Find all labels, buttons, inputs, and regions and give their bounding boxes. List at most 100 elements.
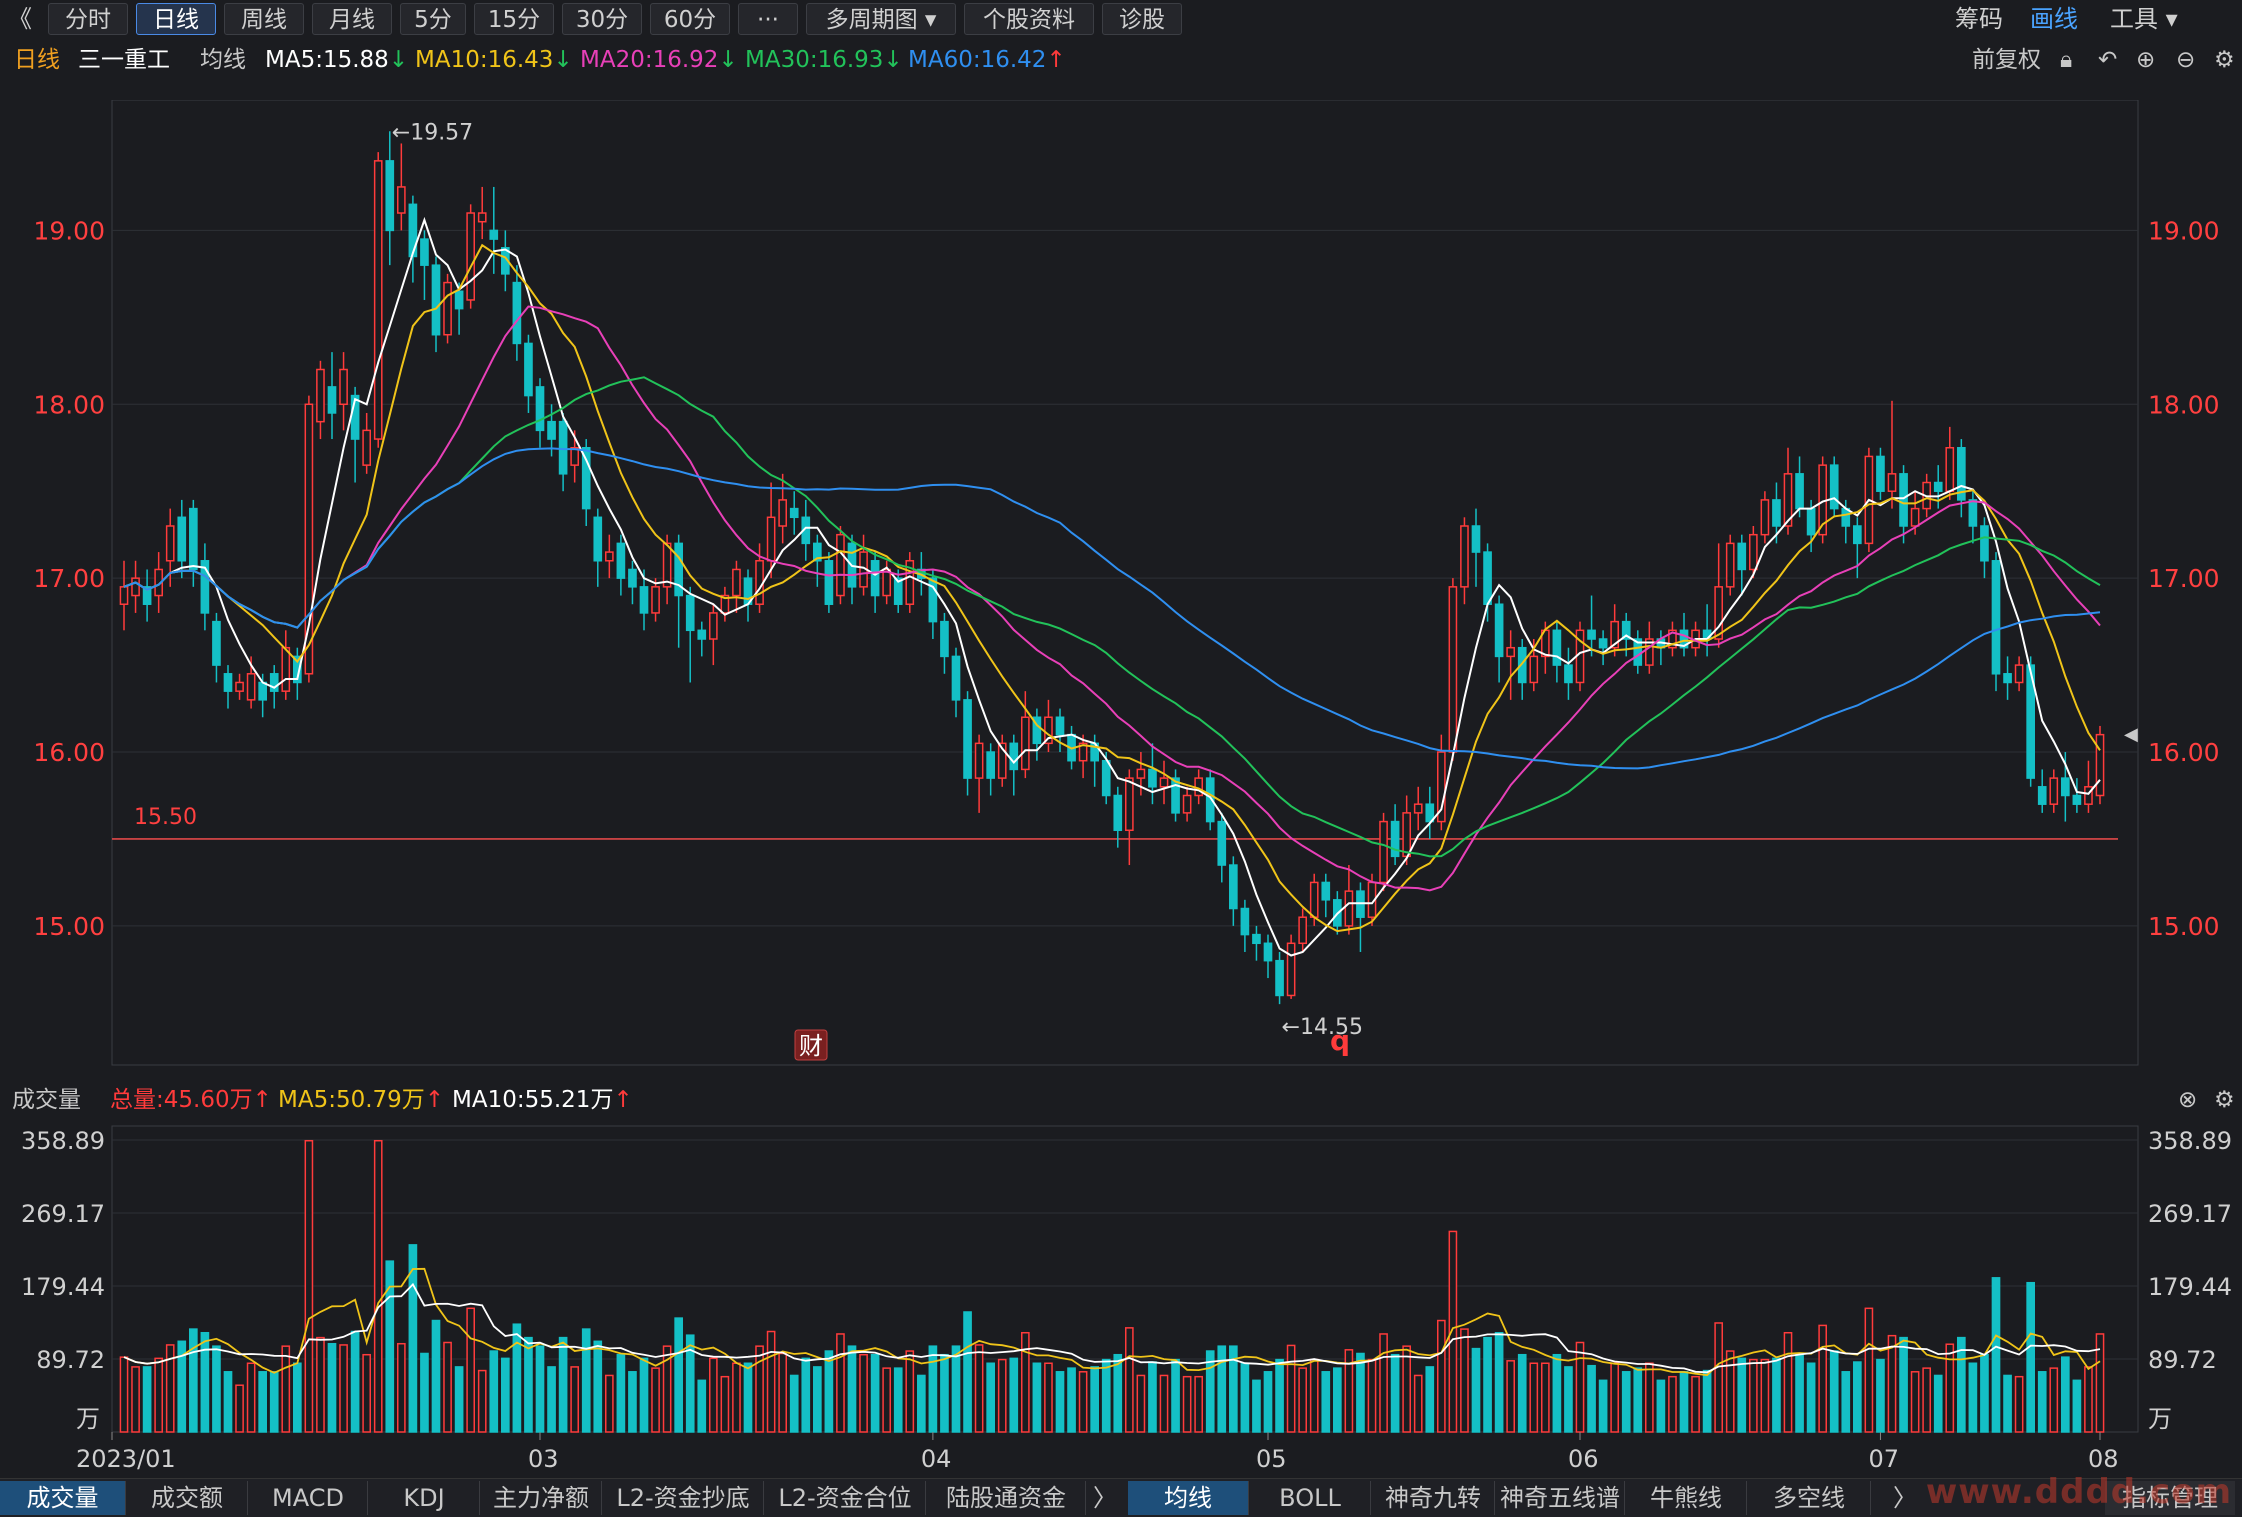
- candle-body: [1148, 768, 1157, 788]
- chip-button[interactable]: 筹码: [1955, 5, 2003, 33]
- lock-icon[interactable]: 🔒︎: [2060, 47, 2073, 73]
- volume-bar: [755, 1345, 764, 1433]
- candle-body: [997, 742, 1007, 779]
- volume-bar: [1610, 1362, 1619, 1433]
- candle-body: [824, 560, 834, 605]
- tab-8[interactable]: ···: [738, 3, 798, 35]
- overlay-tab-2[interactable]: 神奇九转: [1372, 1481, 1495, 1515]
- kline-chart[interactable]: 19.00 19.00 18.00 18.00 17.00 17.00 16.00 16.00…: [0, 100, 2242, 1075]
- tab-6[interactable]: 30分: [562, 3, 642, 35]
- tab-2[interactable]: 周线: [224, 3, 304, 35]
- indicator-tab-7[interactable]: 陆股通资金: [927, 1481, 1086, 1515]
- volume-bar: [200, 1331, 210, 1433]
- overlay-tab-1[interactable]: BOLL: [1250, 1481, 1371, 1515]
- close-icon[interactable]: ⊗: [2178, 1087, 2198, 1113]
- indicator-tab-6[interactable]: L2-资金合位: [765, 1481, 926, 1515]
- volume-bar: [1517, 1353, 1527, 1433]
- zoom-out-icon[interactable]: ⊖: [2176, 47, 2196, 73]
- tab-11[interactable]: 诊股: [1102, 3, 1182, 35]
- candle-body: [813, 542, 822, 562]
- volume-bar: [1240, 1362, 1250, 1433]
- settings-icon[interactable]: ⚙: [2214, 1087, 2235, 1113]
- indicator-tab-2[interactable]: MACD: [249, 1481, 368, 1515]
- candle-body: [1725, 542, 1735, 588]
- zoom-in-icon[interactable]: ⊕: [2136, 47, 2156, 73]
- volume-bar: [593, 1340, 603, 1433]
- candle-body: [1229, 864, 1238, 910]
- volume-bar: [165, 1344, 175, 1433]
- draw-line-button[interactable]: 画线: [2030, 5, 2078, 33]
- volume-bar: [235, 1384, 244, 1433]
- undo-icon[interactable]: ↶: [2098, 47, 2118, 73]
- candle-body: [1448, 586, 1458, 753]
- volume-tick-right: 358.89: [2148, 1127, 2232, 1155]
- chevron-right-icon[interactable]: 〉: [1093, 1484, 1117, 1512]
- settings-icon[interactable]: ⚙: [2214, 47, 2235, 73]
- candle-body: [235, 681, 244, 692]
- adjust-mode[interactable]: 前复权: [1972, 47, 2041, 73]
- volume-bar: [813, 1366, 822, 1433]
- tab-9[interactable]: 多周期图 ▾: [806, 3, 956, 35]
- candle-body: [512, 281, 522, 345]
- indicator-tab-5[interactable]: L2-资金抄底: [603, 1481, 764, 1515]
- tab-0[interactable]: 分时: [48, 3, 128, 35]
- volume-bar: [1691, 1375, 1700, 1433]
- indicator-manage-button[interactable]: 指标管理: [2105, 1481, 2235, 1515]
- volume-bar: [1910, 1371, 1920, 1433]
- candle-body: [2084, 786, 2093, 805]
- volume-tick-left: 179.44: [21, 1273, 105, 1301]
- down-arrow-icon: ↓: [553, 47, 573, 73]
- candle-body: [651, 586, 660, 614]
- candle-body: [1517, 646, 1527, 684]
- indicator-tab-3[interactable]: KDJ: [369, 1481, 480, 1515]
- volume-bar: [1275, 1358, 1284, 1433]
- indicator-tab-0[interactable]: 成交量: [0, 1481, 126, 1515]
- volume-bar: [1564, 1366, 1573, 1433]
- overlay-tab-0[interactable]: 均线: [1128, 1481, 1249, 1515]
- candle-body: [269, 673, 279, 692]
- indicator-tab-1[interactable]: 成交额: [127, 1481, 248, 1515]
- candle-body: [581, 446, 591, 510]
- volume-bar: [1668, 1375, 1677, 1433]
- candle-body: [570, 446, 579, 466]
- volume-bar: [535, 1345, 545, 1433]
- stock-name[interactable]: 三一重工: [78, 47, 170, 73]
- overlay-tab-3[interactable]: 神奇五线谱: [1496, 1481, 1625, 1515]
- overlay-tab-4[interactable]: 牛熊线: [1626, 1481, 1747, 1515]
- volume-bar: [142, 1366, 152, 1433]
- candle-body: [1021, 716, 1030, 771]
- tab-5[interactable]: 15分: [474, 3, 554, 35]
- ma-label[interactable]: 均线: [200, 47, 246, 73]
- volume-bar: [1298, 1367, 1307, 1433]
- tab-7[interactable]: 60分: [650, 3, 730, 35]
- volume-bar: [1125, 1327, 1134, 1433]
- chevron-right-icon[interactable]: 〉: [1893, 1484, 1917, 1512]
- overlay-tab-5[interactable]: 多空线: [1748, 1481, 1871, 1515]
- volume-bar: [1645, 1362, 1654, 1433]
- tab-10[interactable]: 个股资料: [964, 3, 1094, 35]
- x-tick-label: 2023/01: [76, 1445, 176, 1473]
- volume-bar: [1853, 1361, 1862, 1433]
- tools-dropdown[interactable]: 工具 ▾: [2110, 5, 2178, 33]
- down-arrow-icon: ↓: [883, 47, 903, 73]
- back-icon[interactable]: 《: [8, 5, 32, 33]
- volume-bar: [177, 1340, 187, 1433]
- ma20-value: MA20:16.92↓: [580, 47, 738, 73]
- candle-body: [1494, 603, 1504, 658]
- volume-bar: [986, 1362, 995, 1433]
- indicator-tab-4[interactable]: 主力净额: [481, 1481, 602, 1515]
- volume-bar: [651, 1367, 660, 1433]
- volume-label[interactable]: 成交量: [12, 1087, 81, 1113]
- candle-body: [212, 620, 221, 666]
- volume-bar: [281, 1345, 291, 1433]
- volume-bar: [951, 1345, 961, 1433]
- tab-4[interactable]: 5分: [400, 3, 466, 35]
- q-marker: q: [1330, 1024, 1350, 1057]
- volume-chart[interactable]: 358.89 358.89 269.17 269.17 179.44 179.44 89.7…: [0, 1122, 2242, 1478]
- tab-3[interactable]: 月线: [312, 3, 392, 35]
- candle-body: [789, 507, 799, 519]
- candle-body: [720, 594, 730, 614]
- candle-body: [1390, 820, 1400, 858]
- support-line-label: 15.50: [134, 805, 197, 830]
- tab-1[interactable]: 日线: [136, 3, 216, 35]
